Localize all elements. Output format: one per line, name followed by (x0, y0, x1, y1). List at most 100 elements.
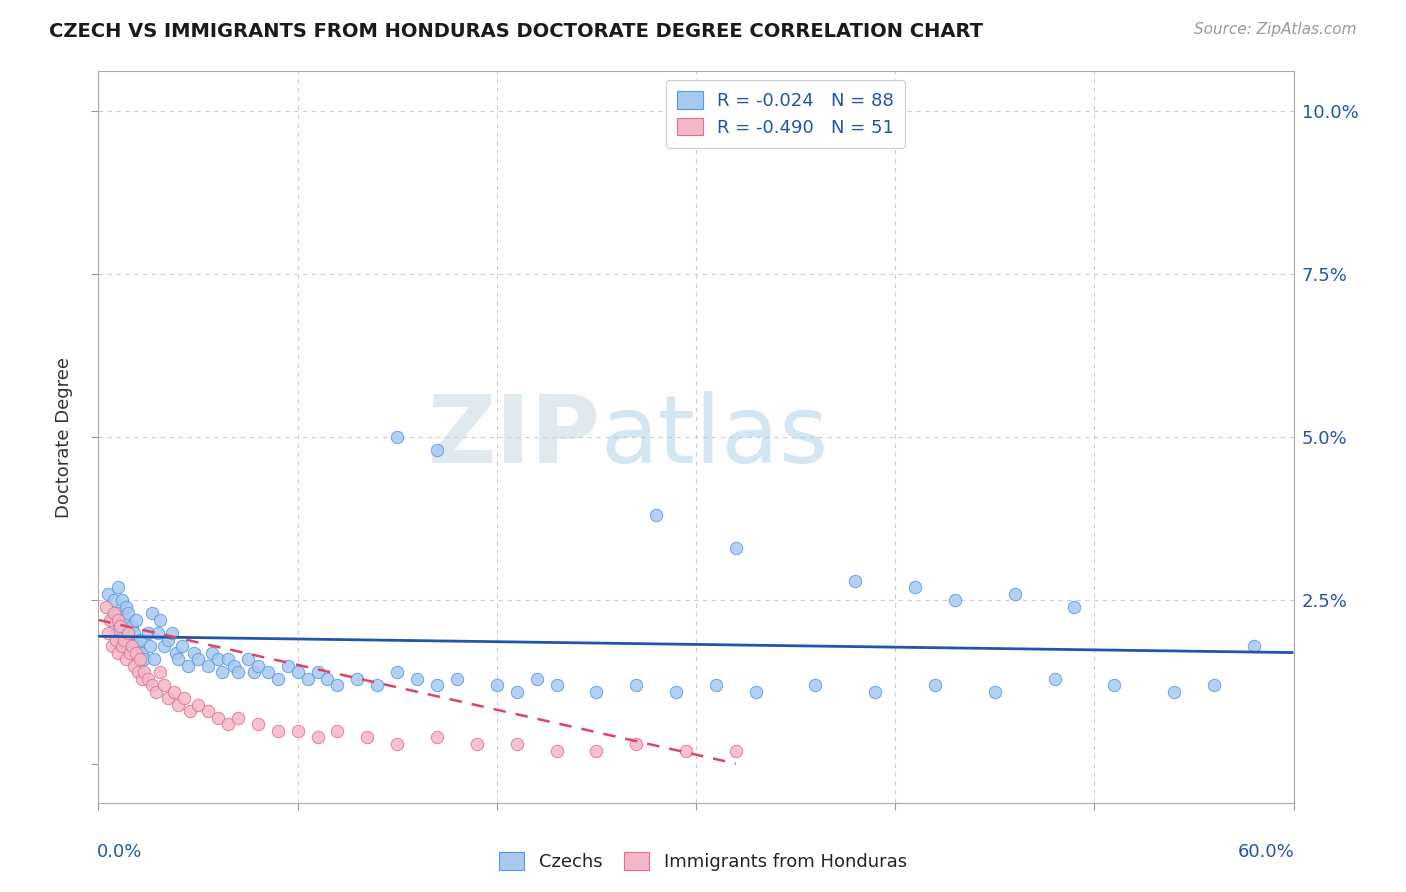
Point (297, 672, 319, 686)
Point (117, 626, 139, 640)
Point (526, 672, 548, 686)
Point (125, 613, 148, 627)
Point (131, 672, 153, 686)
Point (665, 685, 688, 699)
Point (110, 639, 132, 653)
Point (307, 665, 329, 680)
Point (141, 678, 163, 692)
Point (406, 672, 429, 686)
Text: ZIP: ZIP (427, 391, 600, 483)
Point (385, 665, 409, 680)
Point (112, 639, 135, 653)
Point (187, 652, 209, 666)
Point (366, 678, 388, 692)
Point (246, 658, 269, 673)
Point (173, 691, 195, 706)
Point (267, 672, 290, 686)
Text: 60.0%: 60.0% (1237, 843, 1295, 861)
Point (385, 430, 409, 444)
Point (183, 646, 205, 660)
Point (167, 652, 190, 666)
Point (129, 632, 152, 647)
Point (141, 607, 163, 621)
Point (626, 678, 648, 692)
Point (1063, 599, 1085, 614)
Point (153, 639, 176, 653)
Point (179, 705, 201, 719)
Point (426, 731, 449, 745)
Point (904, 580, 927, 594)
Point (287, 723, 309, 738)
Point (117, 607, 139, 621)
Point (165, 646, 187, 660)
Point (96, 599, 118, 614)
Point (207, 652, 229, 666)
Text: 0.0%: 0.0% (97, 843, 142, 861)
Point (222, 658, 245, 673)
Point (236, 652, 259, 666)
Point (226, 711, 249, 725)
Point (115, 652, 138, 666)
Point (446, 672, 468, 686)
Point (107, 613, 129, 627)
Point (277, 658, 299, 673)
Point (197, 658, 219, 673)
Text: CZECH VS IMMIGRANTS FROM HONDURAS DOCTORATE DEGREE CORRELATION CHART: CZECH VS IMMIGRANTS FROM HONDURAS DOCTOR… (49, 22, 983, 41)
Point (316, 672, 339, 686)
Point (626, 737, 648, 751)
Point (307, 731, 329, 745)
Point (346, 672, 368, 686)
Text: atlas: atlas (600, 391, 828, 483)
Point (149, 613, 172, 627)
Point (101, 639, 124, 653)
Point (645, 508, 668, 523)
Point (943, 593, 966, 607)
Point (107, 646, 129, 660)
Point (201, 646, 224, 660)
Point (125, 646, 148, 660)
Point (226, 665, 249, 680)
Point (131, 646, 153, 660)
Point (107, 580, 129, 594)
Point (1043, 672, 1066, 686)
Point (724, 743, 747, 757)
Point (101, 613, 124, 627)
Point (211, 665, 233, 680)
Legend: R = -0.024   N = 88, R = -0.490   N = 51: R = -0.024 N = 88, R = -0.490 N = 51 (666, 80, 904, 148)
Point (1104, 678, 1126, 692)
Point (207, 711, 229, 725)
Point (134, 665, 156, 680)
Point (485, 678, 508, 692)
Point (110, 619, 132, 633)
Point (134, 652, 156, 666)
Point (217, 652, 239, 666)
Point (385, 737, 409, 751)
Point (120, 646, 142, 660)
Point (426, 678, 449, 692)
Point (546, 743, 568, 757)
Point (143, 652, 166, 666)
Point (246, 717, 269, 731)
Point (724, 541, 747, 555)
Point (287, 665, 309, 680)
Point (111, 619, 134, 633)
Point (136, 672, 159, 686)
Point (112, 632, 135, 647)
Legend: Czechs, Immigrants from Honduras: Czechs, Immigrants from Honduras (492, 846, 914, 879)
Point (124, 626, 146, 640)
Point (136, 626, 159, 640)
Point (153, 678, 176, 692)
Point (172, 639, 194, 653)
Point (107, 607, 129, 621)
Text: Source: ZipAtlas.com: Source: ZipAtlas.com (1194, 22, 1357, 37)
Point (865, 685, 887, 699)
Point (103, 593, 125, 607)
Point (160, 626, 183, 640)
Point (111, 639, 134, 653)
Point (145, 685, 167, 699)
Point (127, 639, 149, 653)
Y-axis label: Doctorate Degree: Doctorate Degree (55, 357, 73, 517)
Point (121, 639, 143, 653)
Point (924, 678, 946, 692)
Point (356, 731, 378, 745)
